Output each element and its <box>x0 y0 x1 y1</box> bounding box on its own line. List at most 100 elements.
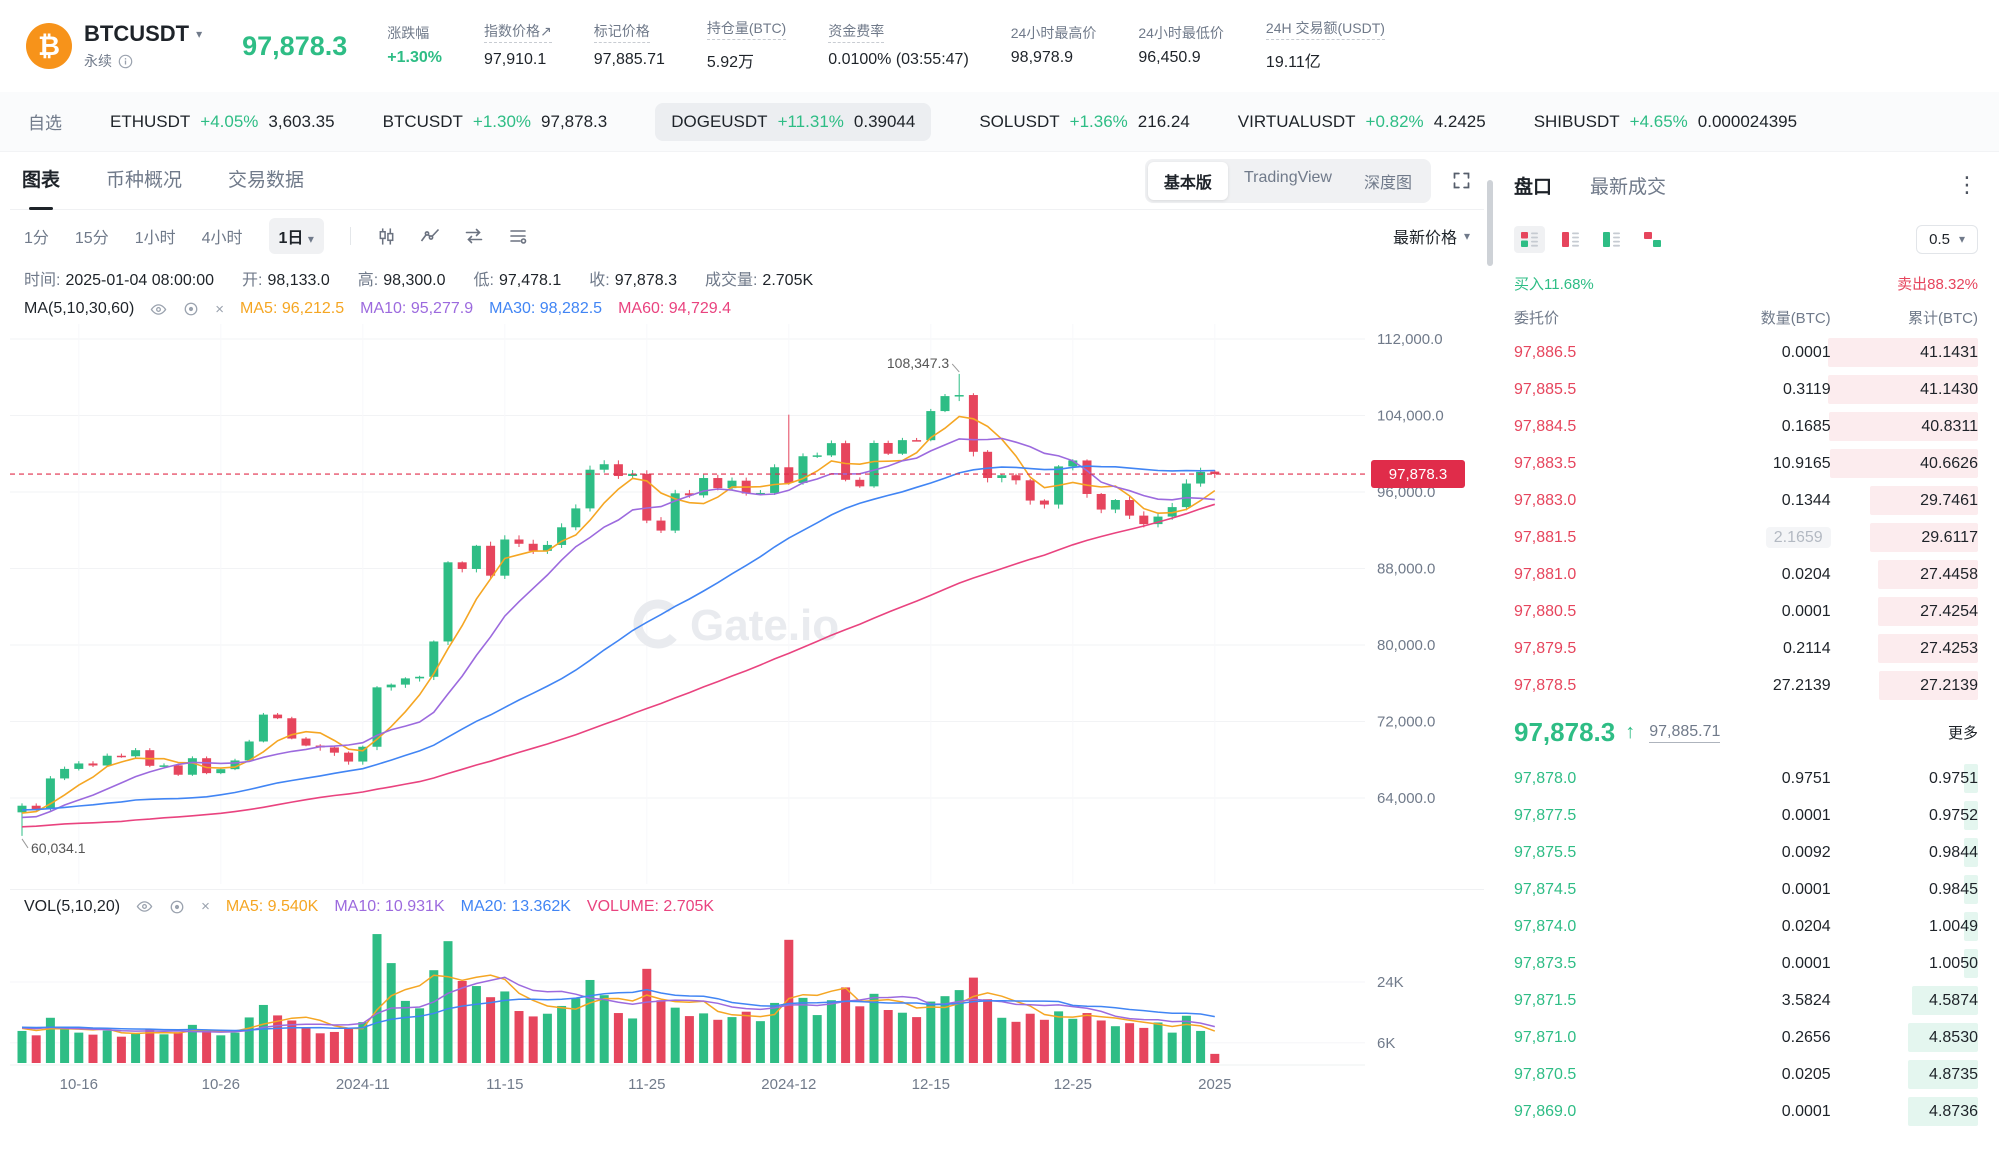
indicator-settings-icon[interactable] <box>183 301 199 317</box>
orderbook-mode-bids-icon[interactable] <box>1596 226 1627 253</box>
ask-row[interactable]: 97,883.0 0.1344 29.7461 <box>1514 482 1978 519</box>
fullscreen-icon[interactable] <box>1451 170 1472 191</box>
chart-tab-2[interactable]: 交易数据 <box>228 169 305 191</box>
vol-legend-item: MA20: 13.362K <box>460 897 571 915</box>
orderbook-mode-asks-icon[interactable] <box>1555 226 1586 253</box>
view-mode-2[interactable]: 深度图 <box>1363 174 1412 192</box>
timeframe-0[interactable]: 1分 <box>24 230 49 247</box>
orderbook-mode-both-icon[interactable] <box>1514 225 1545 253</box>
ask-row[interactable]: 97,881.5 2.1659 29.6117 <box>1514 519 1978 556</box>
vol-legend-title: VOL(5,10,20) <box>24 897 121 915</box>
indicators-icon[interactable] <box>420 226 440 246</box>
ticker-item-SHIBUSDT[interactable]: SHIBUSDT +4.65% 0.000024395 <box>1533 111 1798 131</box>
symbol-name[interactable]: BTCUSDT <box>84 21 190 46</box>
ticker-item-SOLUSDT[interactable]: SOLUSDT +1.36% 216.24 <box>979 111 1190 131</box>
watchlist-tab[interactable]: 自选 <box>28 114 62 133</box>
timeframe-4[interactable]: 1日 ▾ <box>268 218 324 254</box>
price-chart[interactable]: 112,000.0 104,000.0 96,000.0 88,000.0 80,000… <box>10 324 1480 884</box>
svg-text:2025: 2025 <box>1198 1076 1231 1093</box>
close-icon[interactable]: × <box>215 300 225 318</box>
ticker-item-DOGEUSDT[interactable]: DOGEUSDT +11.31% 0.39044 <box>655 102 932 141</box>
more-link[interactable]: 更多 <box>1947 724 1978 742</box>
bid-row[interactable]: 97,869.0 0.0001 4.8736 <box>1514 1093 1978 1130</box>
column-price: 委托价 <box>1514 309 1560 327</box>
chevron-down-icon[interactable]: ▾ <box>196 27 203 41</box>
header-stat-4: 资金费率 0.0100% (03:55:47) <box>828 22 969 69</box>
orderbook-mark-price: 97,885.71 <box>1649 722 1721 743</box>
candle-style-icon[interactable] <box>377 227 396 246</box>
timeframe-2[interactable]: 1小时 <box>134 230 176 247</box>
eye-icon[interactable] <box>150 301 167 318</box>
ma-legend-item: MA5: 96,212.5 <box>240 300 345 317</box>
market-type-label: 永续 <box>84 53 112 69</box>
orderbook-tab-0[interactable]: 盘口 <box>1514 176 1553 198</box>
chart-tab-0[interactable]: 图表 <box>22 152 60 210</box>
volume-chart[interactable]: 24K 6K 10-16 10-26 2024-11 11-15 11-25 2024-12 1… <box>10 923 1480 1101</box>
svg-text:11-25: 11-25 <box>628 1076 665 1093</box>
chart-view-switch: 基本版 TradingView 深度图 <box>1144 158 1431 203</box>
bid-row[interactable]: 97,877.5 0.0001 0.9752 <box>1514 797 1978 834</box>
header-stat-0: 涨跌幅 +1.30% <box>387 24 442 67</box>
ask-row[interactable]: 97,879.5 0.2114 27.4253 <box>1514 630 1978 667</box>
svg-text:104,000.0: 104,000.0 <box>1377 408 1444 425</box>
svg-text:80,000.0: 80,000.0 <box>1377 637 1435 654</box>
view-mode-0[interactable]: 基本版 <box>1147 161 1228 200</box>
ma-legend-item: MA10: 95,277.9 <box>360 300 474 317</box>
vol-legend-item: MA10: 10.931K <box>334 897 445 915</box>
ohlc-item: 低: 97,478.1 <box>473 272 562 289</box>
ask-rows: 97,886.5 0.0001 41.1431 97,885.5 0.3119 41.14… <box>1514 334 1978 704</box>
ask-row[interactable]: 97,878.5 27.2139 27.2139 <box>1514 667 1978 704</box>
chart-panel: 图表 币种概况 交易数据 基本版 TradingView 深度图 1分 15分 1小时 4小时… <box>10 152 1484 1130</box>
svg-text:12-15: 12-15 <box>912 1076 950 1093</box>
orderbook-columns: 委托价 数量(BTC) 累计(BTC) <box>1514 300 1978 334</box>
scrollbar-thumb[interactable] <box>1487 180 1493 266</box>
ask-row[interactable]: 97,883.5 10.9165 40.6626 <box>1514 445 1978 482</box>
eye-icon[interactable] <box>136 898 153 915</box>
timeframe-3[interactable]: 4小时 <box>201 230 243 247</box>
header-last-price: 97,878.3 <box>242 30 348 61</box>
panel-divider <box>1484 152 1496 1130</box>
ask-row[interactable]: 97,880.5 0.0001 27.4254 <box>1514 593 1978 630</box>
orderbook-mode-split-icon[interactable] <box>1637 226 1668 253</box>
indicator-settings-icon[interactable] <box>169 899 185 915</box>
compare-icon[interactable] <box>464 226 484 246</box>
ohlc-item: 开: 98,133.0 <box>242 272 330 289</box>
chart-tab-1[interactable]: 币种概况 <box>106 169 183 191</box>
ohlc-item: 收: 97,878.3 <box>589 272 677 289</box>
bid-row[interactable]: 97,875.5 0.0092 0.9844 <box>1514 834 1978 871</box>
bid-row[interactable]: 97,873.5 0.0001 1.0050 <box>1514 945 1978 982</box>
ohlc-item: 高: 98,300.0 <box>357 272 446 289</box>
precision-select[interactable]: 0.5 ▾ <box>1916 224 1978 254</box>
timeframe-1[interactable]: 15分 <box>74 230 109 247</box>
orderbook-tabs: 盘口 最新成交 ⋮ <box>1514 158 1978 212</box>
header-stat-7: 24H 交易额(USDT) 19.11亿 <box>1265 19 1385 72</box>
ticker-item-ETHUSDT[interactable]: ETHUSDT +4.05% 3,603.35 <box>110 111 335 131</box>
buy-sell-ratio: 买入11.68% 卖出88.32% <box>1514 266 1978 300</box>
svg-text:10-26: 10-26 <box>202 1076 240 1093</box>
bid-row[interactable]: 97,871.0 0.2656 4.8530 <box>1514 1019 1978 1056</box>
chart-settings-icon[interactable] <box>508 226 528 246</box>
close-icon[interactable]: × <box>201 898 210 915</box>
bid-row[interactable]: 97,870.5 0.0205 4.8735 <box>1514 1056 1978 1093</box>
ask-row[interactable]: 97,884.5 0.1685 40.8311 <box>1514 408 1978 445</box>
price-mode-select[interactable]: 最新价格 ▾ <box>1392 229 1470 247</box>
svg-text:64,000.0: 64,000.0 <box>1377 790 1435 807</box>
bid-row[interactable]: 97,874.0 0.0204 1.0049 <box>1514 908 1978 945</box>
chart-tabs-row: 图表 币种概况 交易数据 基本版 TradingView 深度图 <box>10 152 1484 210</box>
svg-text:60,034.1: 60,034.1 <box>31 840 86 856</box>
bid-row[interactable]: 97,871.5 3.5824 4.5874 <box>1514 982 1978 1019</box>
bid-row[interactable]: 97,874.5 0.0001 0.9845 <box>1514 871 1978 908</box>
info-icon[interactable] <box>118 54 133 69</box>
svg-text:108,347.3: 108,347.3 <box>887 355 949 371</box>
ask-row[interactable]: 97,881.0 0.0204 27.4458 <box>1514 556 1978 593</box>
orderbook-panel: 盘口 最新成交 ⋮ 0.5 ▾ 买入11.68% 卖出88.32% 委托价 数量(BT… <box>1496 152 1996 1130</box>
ticker-item-VIRTUALUSDT[interactable]: VIRTUALUSDT +0.82% 4.2425 <box>1237 111 1486 131</box>
ask-row[interactable]: 97,885.5 0.3119 41.1430 <box>1514 371 1978 408</box>
header-stat-6: 24小时最低价 96,450.9 <box>1138 24 1224 67</box>
ask-row[interactable]: 97,886.5 0.0001 41.1431 <box>1514 334 1978 371</box>
more-menu-icon[interactable]: ⋮ <box>1956 172 1978 197</box>
ticker-item-BTCUSDT[interactable]: BTCUSDT +1.30% 97,878.3 <box>382 111 608 131</box>
bid-row[interactable]: 97,878.0 0.9751 0.9751 <box>1514 760 1978 797</box>
orderbook-tab-1[interactable]: 最新成交 <box>1590 176 1667 198</box>
view-mode-1[interactable]: TradingView <box>1243 168 1332 186</box>
